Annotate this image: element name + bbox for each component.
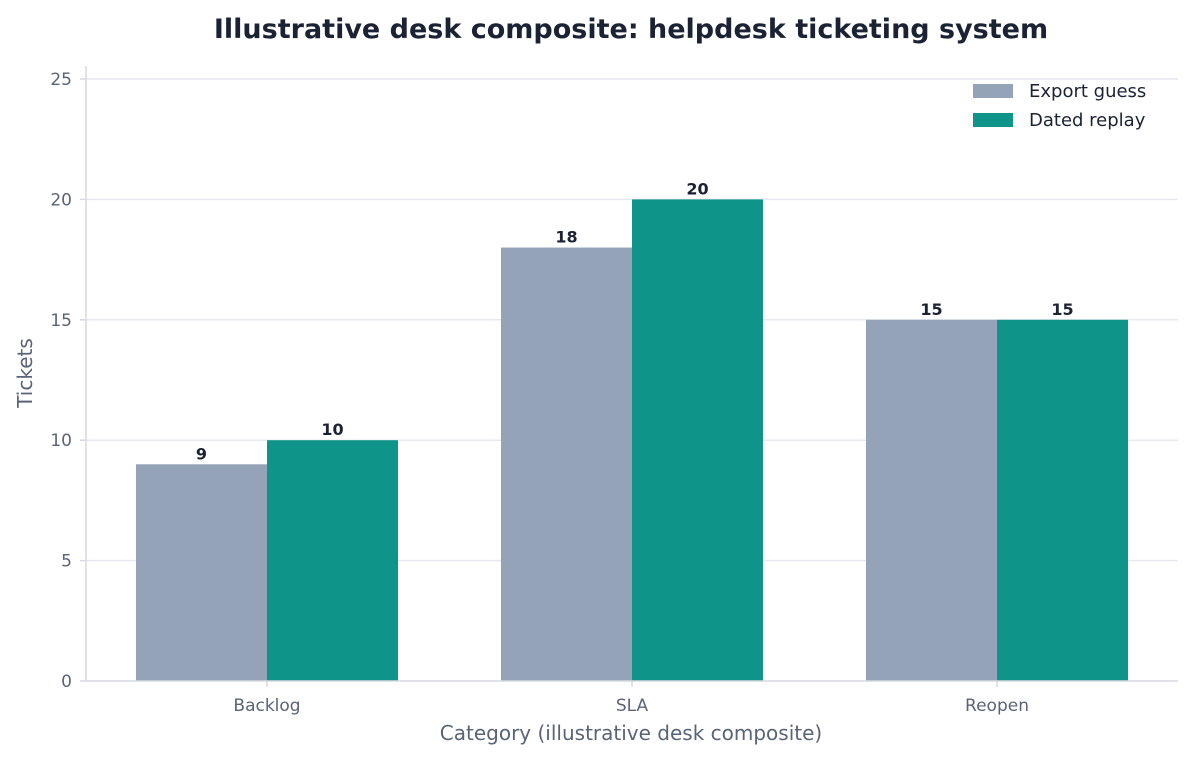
y-tick-label: 5 (61, 552, 72, 572)
axes: 0 5 10 15 20 25 Backlog SLA Reopen (50, 66, 1178, 716)
data-label: 9 (196, 444, 207, 463)
legend: Export guess Dated replay (973, 81, 1146, 131)
bar-backlog-2 (267, 440, 398, 681)
bar-backlog-1 (136, 464, 267, 681)
legend-swatch (973, 84, 1013, 98)
x-axis-label: Category (illustrative desk composite) (440, 721, 822, 745)
data-label: 20 (686, 179, 708, 198)
y-tick-label: 0 (61, 672, 72, 692)
data-label: 10 (321, 420, 343, 439)
y-tick-label: 15 (50, 311, 72, 331)
legend-label: Export guess (1029, 81, 1146, 102)
y-tick-label: 25 (50, 70, 72, 90)
bar-sla-1 (501, 247, 632, 681)
bar-reopen-1 (866, 319, 997, 681)
x-tick-label: SLA (616, 696, 649, 716)
chart-title: Illustrative desk composite: helpdesk ti… (214, 14, 1048, 45)
x-tick-label: Reopen (965, 696, 1029, 716)
y-tick-label: 20 (50, 190, 72, 210)
data-labels: 9 10 18 20 15 15 (196, 179, 1074, 463)
data-label: 15 (920, 300, 942, 319)
data-label: 18 (555, 228, 577, 247)
legend-swatch (973, 113, 1013, 127)
x-tick-label: Backlog (233, 696, 300, 716)
bar-reopen-2 (997, 319, 1128, 681)
y-tick-label: 10 (50, 431, 72, 451)
y-axis-label: Tickets (13, 338, 37, 409)
bar-sla-2 (632, 199, 763, 681)
bars (136, 199, 1128, 681)
legend-label: Dated replay (1029, 110, 1146, 131)
data-label: 15 (1051, 300, 1073, 319)
